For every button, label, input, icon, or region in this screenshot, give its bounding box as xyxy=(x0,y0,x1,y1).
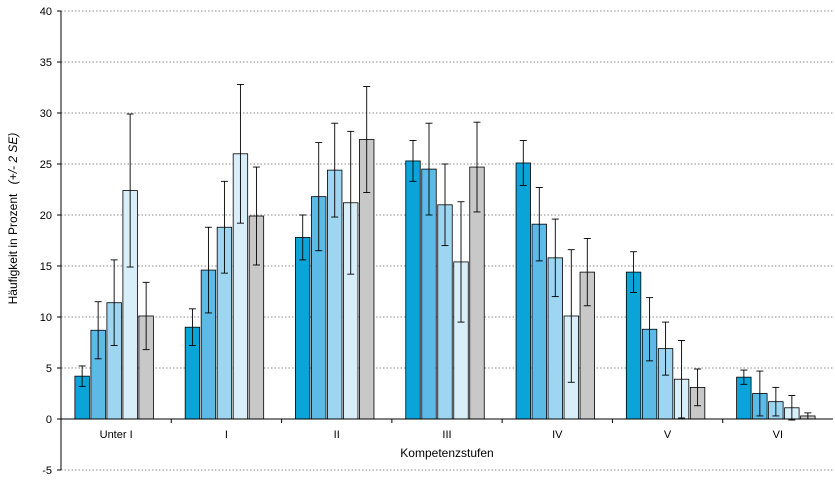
y-tick-label: 10 xyxy=(40,312,52,324)
y-tick-label: 30 xyxy=(40,108,52,120)
x-tick-label: Unter I xyxy=(100,429,133,441)
y-axis-title: Häufigkeit in Prozent (+/- 2 SE) xyxy=(6,133,20,305)
bar xyxy=(405,160,421,420)
y-tick-label: 40 xyxy=(40,6,52,18)
x-tick-label: III xyxy=(442,429,451,441)
bar xyxy=(295,237,311,420)
x-tick-label: I xyxy=(225,429,228,441)
x-tick-label: II xyxy=(334,429,340,441)
bars xyxy=(74,139,816,420)
y-tick-label: 0 xyxy=(46,414,52,426)
x-tick-label: IV xyxy=(552,429,563,441)
y-axis-title-note: (+/- 2 SE) xyxy=(6,133,20,185)
y-tick-label: 25 xyxy=(40,159,52,171)
bar xyxy=(625,271,642,420)
y-axis-title-main: Häufigkeit in Prozent xyxy=(6,193,20,304)
y-tick-label: 35 xyxy=(40,57,52,69)
axes xyxy=(57,10,833,471)
error-bars xyxy=(78,83,812,421)
y-tick-labels: -5 0 5 10 15 20 25 30 35 40 xyxy=(40,6,52,477)
y-tick-label: 20 xyxy=(40,210,52,222)
y-tick-label: 5 xyxy=(46,363,52,375)
y-tick-label: 15 xyxy=(40,261,52,273)
x-tick-labels: Unter I I II III IV V VI xyxy=(100,429,783,441)
x-tick-label: V xyxy=(664,429,672,441)
x-tick-label: VI xyxy=(773,429,783,441)
x-axis-title: Kompetenzstufen xyxy=(400,446,493,460)
bar xyxy=(515,162,531,420)
y-tick-label: -5 xyxy=(42,465,52,477)
